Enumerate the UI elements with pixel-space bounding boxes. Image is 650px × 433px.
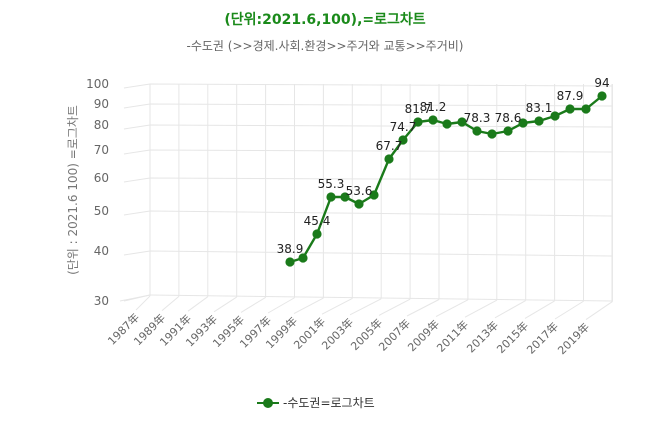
y-axis-ticks: 100 90 80 70 60 50 40 30 [86,77,109,308]
data-label: 94 [594,76,609,90]
data-point-marker [354,199,364,209]
grid-lines [119,83,613,321]
data-point-marker [326,192,336,202]
y-tick-label: 70 [94,143,109,157]
chart-title: (단위:2021.6,100),=로그차트 [224,12,426,28]
data-point-marker [550,111,560,121]
x-axis-ticks: 1987年1989年1991年1993年1995年1997年1999年2001年… [105,310,592,357]
data-label: 74.7 [390,120,417,134]
data-label: 55.3 [318,177,345,191]
data-point-marker [472,126,482,136]
data-label: 78.3 [464,111,491,125]
data-point-marker [285,257,295,267]
y-axis-label: (단위 : 2021.6 100) =로그차트 [66,105,80,275]
y-tick-label: 100 [86,77,109,91]
data-label: 53.6 [346,184,373,198]
series-line [285,91,607,267]
data-point-marker [369,190,379,200]
y-tick-label: 80 [94,118,109,132]
data-point-marker [428,115,438,125]
data-label: 38.9 [277,242,304,256]
data-point-marker [442,119,452,129]
y-tick-label: 90 [94,97,109,111]
y-tick-label: 40 [94,244,109,258]
legend-marker-icon [257,397,279,408]
data-label: 67.7 [376,139,403,153]
data-point-marker [457,117,467,127]
data-labels: 38.945.4 55.3 53.6 67.7 74.7 81.781.2 78.3 78.6… [277,76,610,256]
x-tick-label: 2017年 [524,319,561,356]
data-point-marker [534,116,544,126]
legend-label: -수도권=로그차트 [283,396,375,410]
y-tick-label: 50 [94,204,109,218]
data-label: 78.6 [495,111,522,125]
data-point-marker [298,253,308,263]
x-tick-label: 2011年 [434,317,471,354]
data-label: 81.2 [420,100,447,114]
data-point-marker [487,129,497,139]
data-point-marker [384,154,394,164]
x-tick-label: 2019年 [555,320,592,357]
x-tick-label: 2013年 [464,318,501,355]
y-tick-label: 60 [94,171,109,185]
data-point-marker [581,104,591,114]
x-tick-label: 2015年 [494,319,531,356]
data-label: 81.7 [405,102,432,116]
data-label: 45.4 [304,214,331,228]
data-point-marker [413,117,423,127]
data-point-marker [503,126,513,136]
data-point-marker [518,118,528,128]
data-point-marker [565,104,575,114]
data-point-marker [340,192,350,202]
chart-subtitle: -수도권 (>>경제.사회.환경>>주거와 교통>>주거비) [186,39,464,53]
legend-item[interactable]: -수도권=로그차트 [257,394,375,411]
data-label: 83.1 [526,101,553,115]
data-point-marker [398,135,408,145]
data-point-marker [597,91,607,101]
data-point-marker [312,229,322,239]
data-label: 87.9 [557,89,584,103]
y-tick-label: 30 [94,294,109,308]
